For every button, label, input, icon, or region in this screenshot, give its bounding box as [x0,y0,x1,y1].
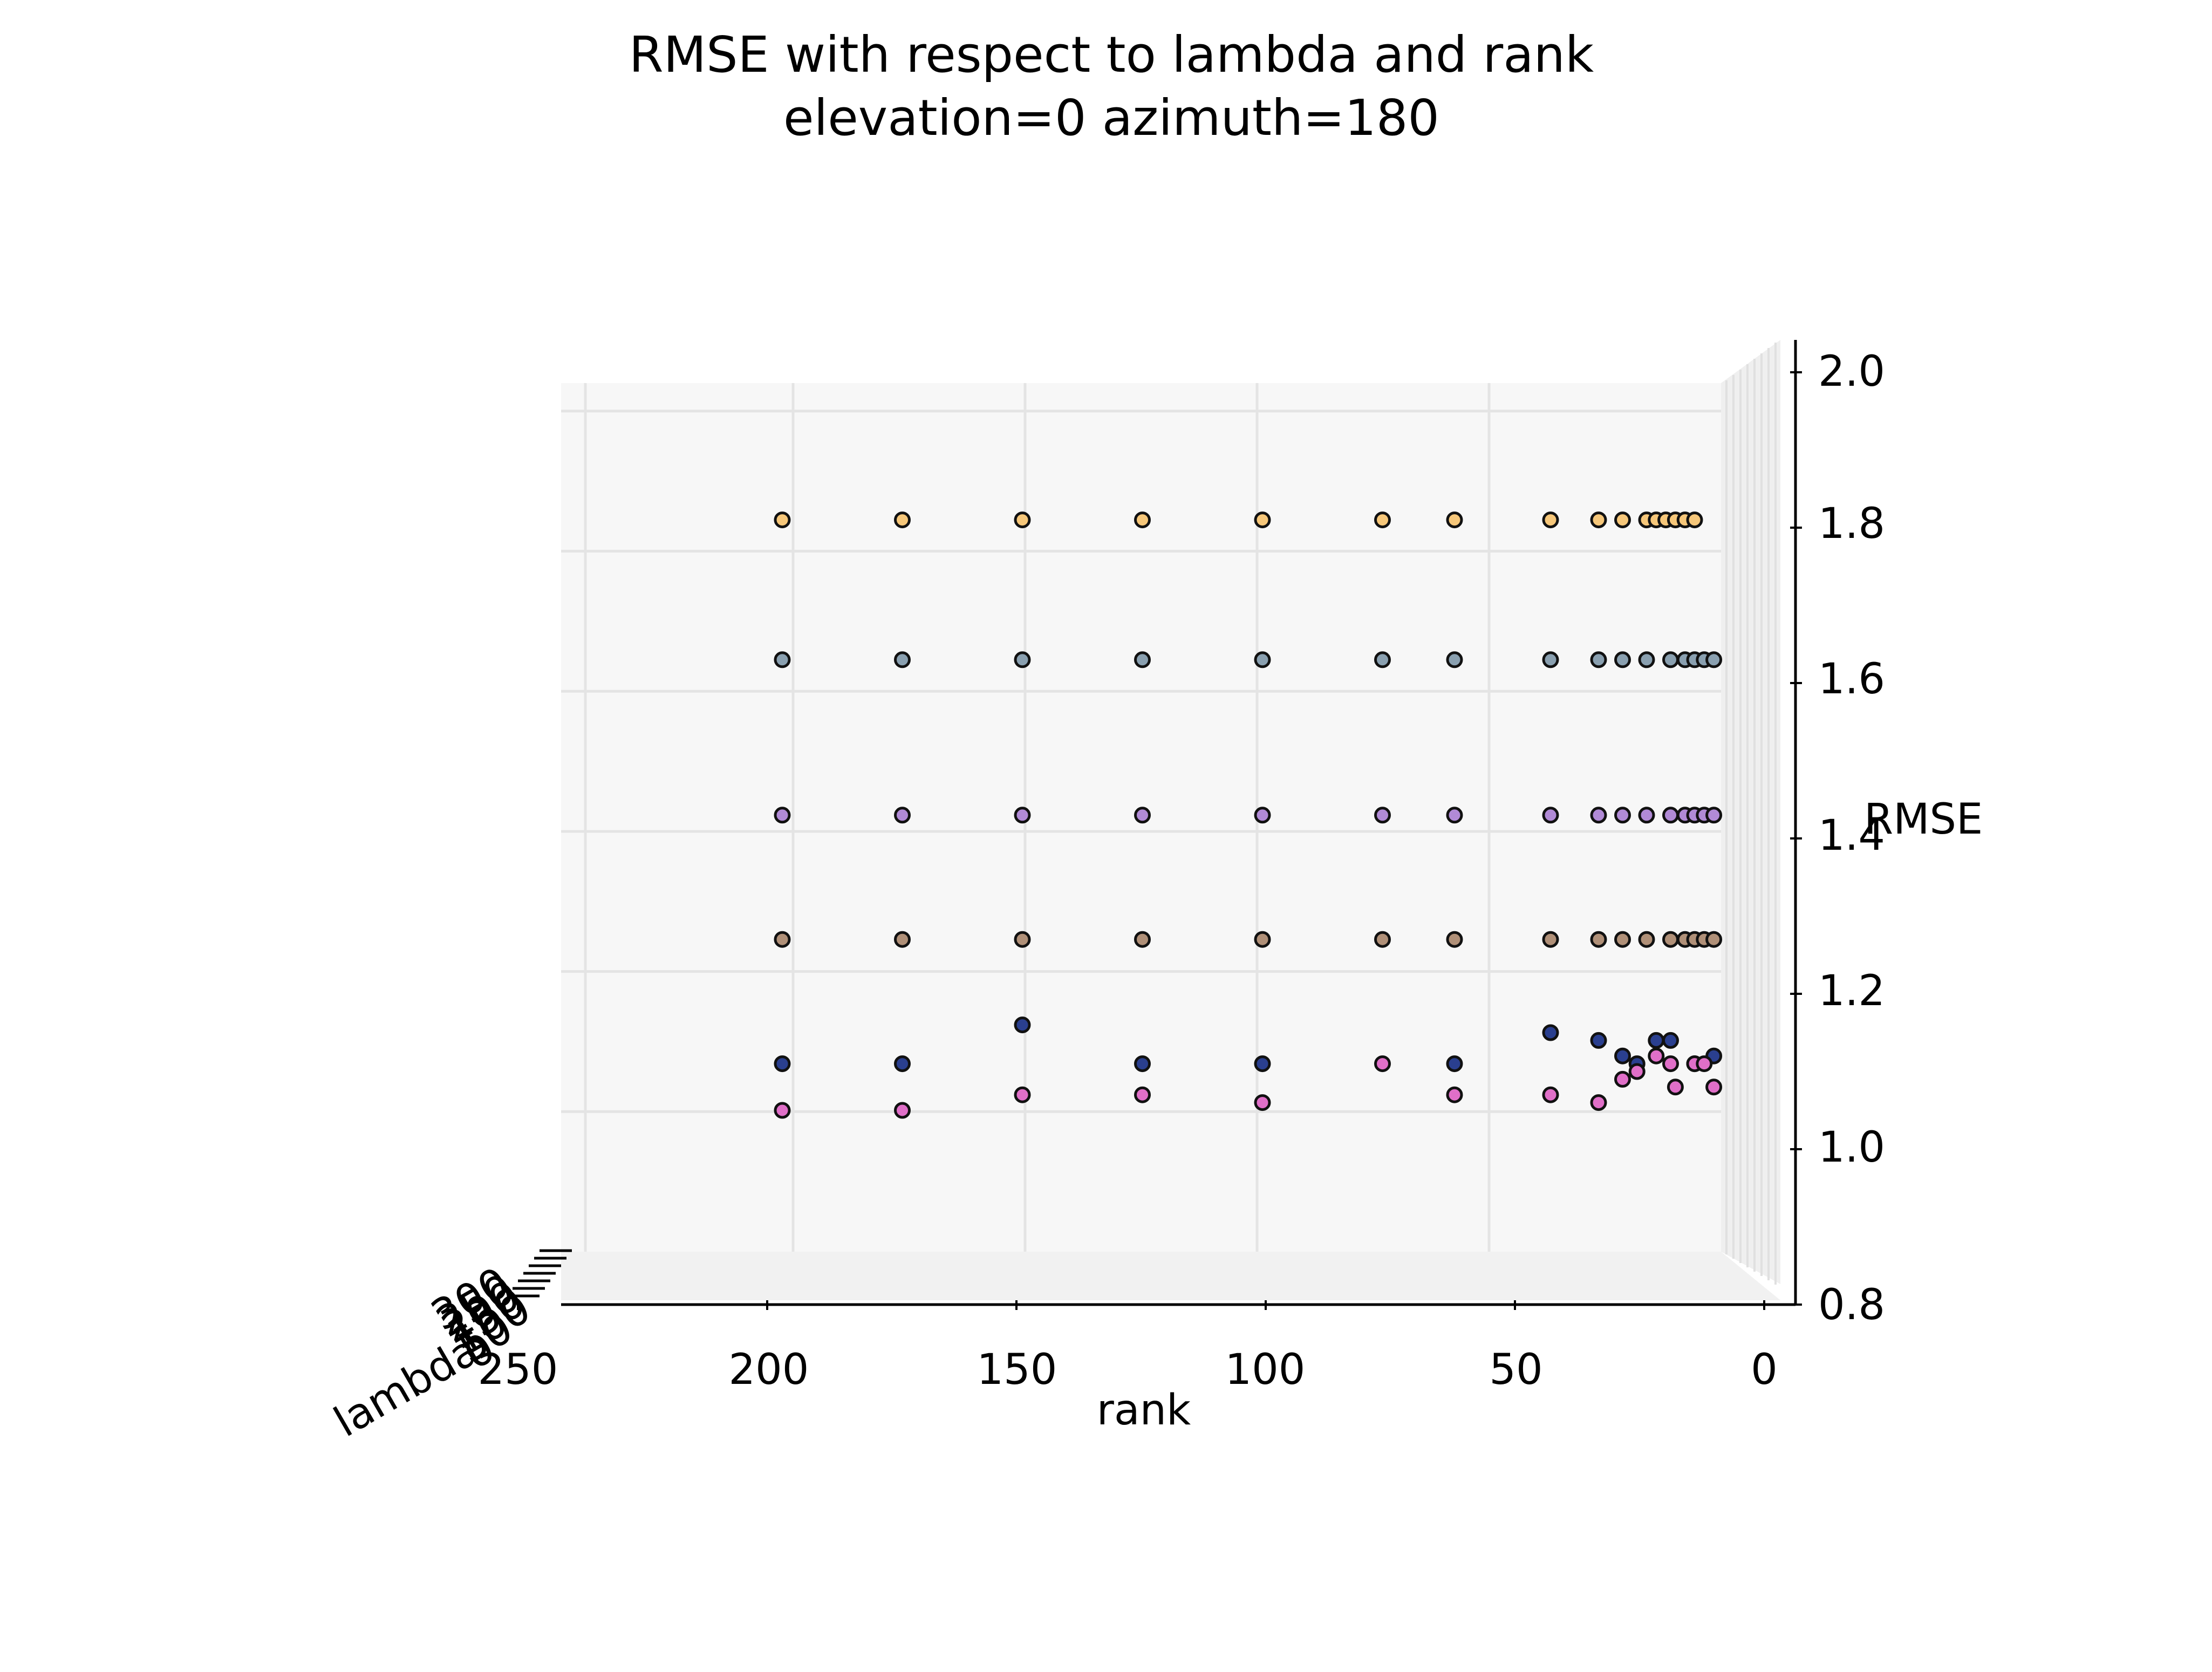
scatter-point [1448,653,1462,667]
scatter-point [1255,513,1269,527]
scatter-point [1544,932,1558,946]
scatter-point [1376,513,1390,527]
scatter-point [1255,1096,1269,1110]
scatter-point [1136,513,1150,527]
z-axis-label: lambda [326,1326,487,1446]
scatter-point [1707,1080,1721,1094]
scatter-point [775,1057,789,1071]
scatter-point [1697,1057,1711,1071]
scatter-point [1688,513,1702,527]
floor-pane [561,1252,1780,1300]
scatter-point [1255,932,1269,946]
scatter-point [1640,653,1654,667]
scatter-point [1015,1018,1029,1032]
chart-title: RMSE with respect to lambda and rank [629,26,1594,84]
x-tick-label: 0 [1751,1346,1778,1394]
scatter-point [896,932,910,946]
scatter-point [1015,808,1029,822]
scatter-point [1544,513,1558,527]
scatter-point [1707,808,1721,822]
scatter-point [1376,1057,1390,1071]
scatter-point [775,808,789,822]
scatter-point [775,1103,789,1117]
scatter-point [1664,1033,1678,1047]
scatter-point [1136,653,1150,667]
y-tick-label: 2.0 [1818,347,1885,396]
scatter-point [775,932,789,946]
scatter-point [1544,653,1558,667]
x-axis-label: rank [1097,1386,1191,1435]
scatter-point [1592,808,1606,822]
scatter-point [1664,1057,1678,1071]
scatter-point [1136,808,1150,822]
scatter-point [1448,1088,1462,1102]
scatter-point [1592,653,1606,667]
x-tick-label: 200 [729,1346,809,1394]
scatter-point [1640,808,1654,822]
scatter-point [1015,932,1029,946]
scatter-point [1448,1057,1462,1071]
scatter-point [775,513,789,527]
scatter-point [1616,932,1630,946]
scatter-point [896,808,910,822]
y-tick-label: 1.6 [1818,655,1885,704]
scatter-point [775,653,789,667]
y-tick-label: 1.0 [1818,1123,1885,1172]
scatter-point [1592,1096,1606,1110]
y-tick-label: 0.8 [1818,1281,1885,1329]
scatter-point [896,513,910,527]
scatter-point [1015,513,1029,527]
scatter-point [1136,932,1150,946]
scatter-point [896,653,910,667]
scatter-point [1255,653,1269,667]
scatter-point [1136,1057,1150,1071]
scatter-point [1255,1057,1269,1071]
scatter-point [1664,808,1678,822]
scatter-point [1015,1088,1029,1102]
scatter-point [896,1103,910,1117]
scatter-point [1668,1080,1682,1094]
scatter-point [1376,808,1390,822]
scatter-point [896,1057,910,1071]
scatter-point [1649,1049,1663,1063]
chart-subtitle: elevation=0 azimuth=180 [783,89,1439,147]
x-tick-label: 100 [1225,1346,1306,1394]
x-tick-label: 50 [1489,1346,1542,1394]
scatter-point [1015,653,1029,667]
scatter-point [1707,653,1721,667]
scatter-point [1544,1088,1558,1102]
scatter-point [1592,513,1606,527]
scatter-point [1544,1026,1558,1040]
y-tick-label: 1.8 [1818,500,1885,548]
scatter-point [1255,808,1269,822]
scatter-point [1640,932,1654,946]
scatter-point [1630,1064,1644,1079]
scatter-point [1376,932,1390,946]
scatter-point [1136,1088,1150,1102]
scatter-point [1592,932,1606,946]
side-pane [1721,340,1780,1284]
scatter-point [1664,932,1678,946]
x-tick-label: 150 [977,1346,1057,1394]
scatter-point [1448,513,1462,527]
scatter-point [1616,513,1630,527]
scatter-point [1616,1072,1630,1086]
y-axis-label: RMSE [1864,795,1983,844]
scatter-point [1616,808,1630,822]
scatter-point [1616,1049,1630,1063]
scatter-point [1616,653,1630,667]
scatter-point [1376,653,1390,667]
scatter-point [1544,808,1558,822]
y-tick-label: 1.2 [1818,967,1885,1015]
scatter-point [1448,932,1462,946]
scatter-point [1707,932,1721,946]
scatter-point [1592,1033,1606,1047]
scatter-point [1448,808,1462,822]
scatter-point [1664,653,1678,667]
scatter-point [1649,1033,1663,1047]
